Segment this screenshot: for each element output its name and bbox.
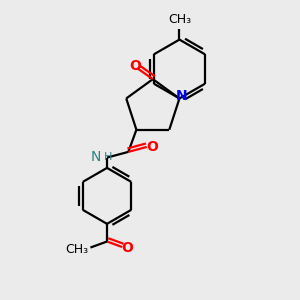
Text: O: O: [129, 59, 141, 73]
Text: O: O: [146, 140, 158, 154]
Text: CH₃: CH₃: [168, 13, 191, 26]
Text: N: N: [176, 88, 188, 103]
Text: O: O: [121, 241, 133, 255]
Text: CH₃: CH₃: [65, 243, 88, 256]
Text: H: H: [104, 152, 112, 162]
Text: N: N: [90, 150, 100, 164]
